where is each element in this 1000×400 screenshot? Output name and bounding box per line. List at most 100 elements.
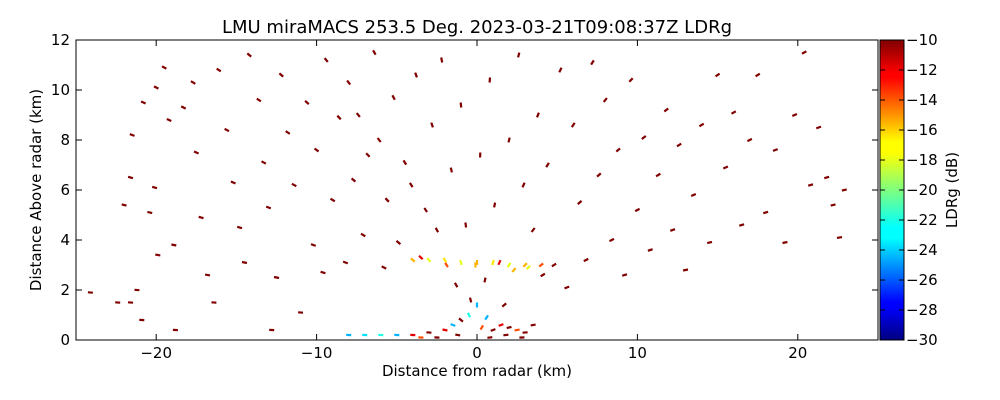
y-tick-label: 2 [60, 281, 70, 299]
ldr-gate [190, 80, 196, 85]
colorbar-tick-label: −18 [906, 151, 938, 169]
x-tick-label: −10 [301, 344, 333, 362]
ldr-gate [530, 323, 536, 327]
ldr-gate [442, 257, 448, 263]
ldr-gate [517, 52, 521, 58]
ldr-gate [153, 85, 159, 90]
ldr-gate [140, 100, 147, 105]
ldr-gate [444, 262, 449, 268]
ldr-gate [121, 203, 127, 207]
colorbar-tick-label: −26 [906, 271, 938, 289]
ldr-gate [464, 222, 468, 228]
ldr-gate [590, 59, 595, 66]
ldr-gate [535, 112, 540, 118]
ldr-gate [551, 262, 557, 268]
ldr-gate [384, 197, 390, 203]
ldr-gate [466, 312, 472, 318]
ldr-gate [487, 336, 493, 339]
ldr-gate [180, 105, 187, 110]
ldr-gate [491, 259, 495, 266]
ldr-gate [455, 333, 461, 337]
ldr-gate [545, 162, 550, 168]
y-axis-label: Distance Above radar (km) [27, 89, 45, 291]
ldr-gate [479, 324, 485, 331]
ldr-gate [628, 77, 634, 83]
ldr-gate [193, 150, 200, 155]
ldr-gate [830, 203, 836, 207]
ldr-gate [602, 97, 608, 103]
colorbar-tick-label: −22 [906, 211, 938, 229]
ldr-gate [498, 323, 504, 327]
ldr-gate [609, 237, 615, 243]
ldr-gate [540, 272, 546, 278]
ldr-gate [506, 325, 512, 330]
ldr-gate [320, 270, 326, 275]
ldr-gate [440, 57, 444, 63]
ldr-gate [336, 114, 342, 121]
ldr-gate [127, 175, 134, 180]
ldr-gate [381, 265, 387, 270]
ldr-gate [507, 137, 511, 143]
ldr-gate [313, 147, 320, 153]
ldr-gate [414, 72, 418, 78]
ldr-gate [265, 205, 272, 210]
ldr-gate [376, 137, 382, 143]
ldr-gate [450, 323, 456, 327]
ldr-gate [596, 172, 602, 178]
ldr-gate [782, 240, 788, 245]
colorbar-label: LDRg (dB) [943, 152, 961, 228]
ldr-gate [558, 67, 563, 73]
ldr-gate [801, 50, 807, 55]
ldr-gate [458, 317, 464, 323]
ldr-gate [459, 102, 463, 108]
x-tick-label: −20 [140, 344, 172, 362]
ldr-gate [434, 227, 440, 233]
ldr-gate [310, 243, 317, 247]
ldr-gate [583, 257, 589, 263]
y-tick-label: 6 [60, 181, 70, 199]
ldr-gate [682, 268, 689, 272]
ldr-gate [514, 328, 520, 332]
ldr-gate [676, 142, 682, 148]
ldr-gate [365, 152, 371, 158]
ldr-gate [285, 130, 291, 135]
ldr-gate [151, 185, 158, 190]
ldr-gate [350, 177, 357, 183]
colorbar-tick-label: −24 [906, 241, 938, 259]
ldr-gate [503, 333, 509, 337]
ldr-gate [483, 277, 487, 283]
ldr-gate [449, 167, 453, 173]
ldr-gate [304, 99, 310, 106]
ldr-gate [360, 232, 366, 238]
ldr-gate [410, 257, 416, 263]
ldr-gate [755, 72, 761, 78]
data-marks [87, 49, 847, 339]
ldr-gate [497, 259, 502, 266]
colorbar-tick-label: −30 [906, 331, 938, 349]
ldr-gate [230, 180, 236, 185]
colorbar-tick-label: −16 [906, 121, 938, 139]
y-axis: 0 2 4 6 8 10 12 [51, 31, 878, 349]
ldr-gate [714, 72, 721, 78]
ldr-gate [155, 253, 161, 257]
ldr-gate [722, 165, 729, 170]
ldr-gate [807, 183, 814, 187]
ldr-gate [372, 49, 377, 56]
x-axis-label: Distance from radar (km) [382, 362, 572, 380]
y-tick-label: 0 [60, 331, 70, 349]
ldr-gate [615, 147, 621, 153]
ldr-gate [355, 112, 361, 118]
ldr-gate [147, 210, 153, 215]
ldr-gate [408, 182, 414, 188]
y-tick-label: 4 [60, 231, 70, 249]
ldr-gate [453, 282, 459, 288]
ldr-gate [772, 148, 779, 152]
ldr-gate [762, 210, 769, 215]
x-tick-label: 20 [788, 344, 807, 362]
ldr-gate [236, 225, 243, 230]
ldr-gate [459, 259, 463, 266]
ldr-gate [564, 285, 570, 290]
ldr-gate [278, 72, 284, 78]
ldr-gate [570, 122, 576, 128]
